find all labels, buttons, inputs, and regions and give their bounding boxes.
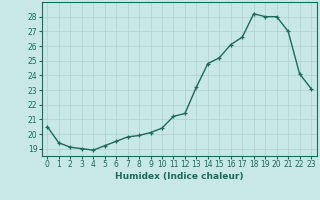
X-axis label: Humidex (Indice chaleur): Humidex (Indice chaleur) [115,172,244,181]
